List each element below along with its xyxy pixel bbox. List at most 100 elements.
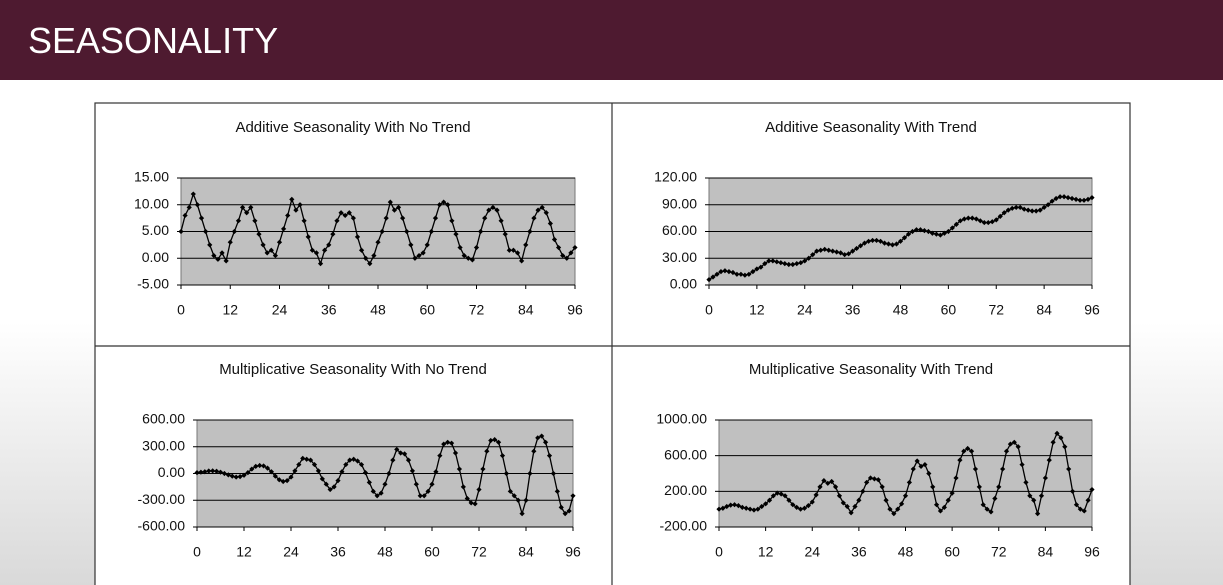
data-point	[358, 247, 365, 253]
data-point	[289, 196, 295, 202]
data-point	[747, 506, 753, 512]
data-point	[728, 502, 734, 508]
data-point	[515, 497, 521, 503]
data-point	[844, 503, 850, 510]
data-point	[297, 202, 303, 208]
data-point	[327, 486, 333, 493]
data-point	[977, 218, 983, 224]
data-point	[391, 207, 398, 213]
data-point	[1038, 493, 1045, 499]
data-point	[514, 250, 521, 256]
slide-title: SEASONALITY	[28, 20, 279, 61]
data-point	[506, 247, 512, 253]
data-point	[379, 228, 385, 235]
data-point	[883, 497, 889, 503]
data-point	[706, 277, 712, 283]
data-point	[989, 219, 995, 225]
y-tick-label: -600.00	[138, 518, 186, 534]
data-point	[465, 255, 471, 261]
data-point	[323, 481, 329, 487]
y-tick-label: 60.00	[662, 222, 697, 238]
data-point	[460, 484, 466, 490]
data-point	[424, 242, 430, 248]
plot-area	[718, 419, 1093, 528]
data-point	[746, 271, 752, 277]
data-point	[367, 261, 373, 267]
data-point	[486, 207, 492, 213]
data-point	[210, 468, 216, 474]
data-point	[885, 241, 892, 247]
data-point	[198, 215, 205, 221]
data-point	[879, 484, 885, 490]
data-point	[1062, 444, 1068, 450]
data-point	[227, 239, 233, 245]
x-tick-label: 72	[991, 544, 1007, 560]
data-point	[386, 470, 392, 477]
x-tick-label: 12	[758, 544, 774, 560]
data-point	[751, 507, 757, 513]
data-point	[398, 450, 404, 456]
data-point	[926, 470, 932, 477]
data-point	[798, 260, 804, 266]
x-tick-label: 60	[941, 302, 957, 318]
data-point	[714, 271, 720, 277]
data-point	[542, 439, 549, 445]
data-point	[492, 437, 498, 443]
x-tick-label: 72	[988, 302, 1004, 318]
data-point	[334, 218, 340, 224]
x-tick-label: 12	[236, 544, 252, 560]
data-point	[358, 461, 365, 468]
data-point	[237, 474, 243, 480]
x-tick-label: 12	[222, 302, 238, 318]
data-point	[790, 502, 796, 508]
data-point	[763, 501, 769, 507]
data-point	[1058, 435, 1064, 441]
data-point	[762, 261, 768, 267]
x-tick-label: 96	[565, 544, 581, 560]
data-point	[1025, 207, 1031, 213]
data-point	[969, 215, 975, 221]
data-point	[996, 484, 1002, 490]
x-tick-label: 0	[193, 544, 201, 560]
data-point	[933, 231, 940, 237]
data-point	[215, 256, 221, 262]
data-point	[945, 228, 951, 235]
data-point	[219, 250, 225, 256]
data-point	[1077, 506, 1083, 512]
data-point	[445, 202, 451, 208]
x-tick-label: 24	[797, 302, 813, 318]
data-point	[322, 247, 328, 253]
data-point	[871, 476, 878, 482]
data-point	[268, 469, 275, 475]
data-point	[194, 202, 201, 208]
data-point	[453, 231, 459, 237]
data-point	[809, 499, 815, 505]
data-point	[239, 204, 246, 211]
data-point	[484, 448, 490, 454]
data-point	[766, 497, 773, 503]
data-point	[814, 248, 820, 254]
data-point	[716, 506, 722, 512]
data-point	[555, 244, 562, 251]
data-point	[354, 234, 361, 240]
data-point	[476, 486, 482, 493]
data-point	[899, 501, 905, 507]
data-point	[343, 461, 349, 468]
data-point	[1001, 210, 1007, 216]
data-point	[186, 204, 192, 211]
data-point	[1023, 479, 1029, 486]
data-point	[941, 230, 947, 236]
data-point	[468, 500, 474, 506]
data-point	[846, 251, 852, 257]
data-point	[383, 215, 389, 221]
data-point	[1073, 502, 1080, 508]
data-point	[249, 466, 255, 472]
y-tick-label: 300.00	[142, 437, 185, 453]
data-point	[362, 470, 369, 476]
data-point	[801, 505, 808, 511]
data-point	[895, 506, 901, 512]
data-point	[244, 210, 250, 216]
data-point	[257, 462, 263, 469]
x-tick-label: 48	[898, 544, 914, 560]
data-point	[914, 458, 920, 464]
